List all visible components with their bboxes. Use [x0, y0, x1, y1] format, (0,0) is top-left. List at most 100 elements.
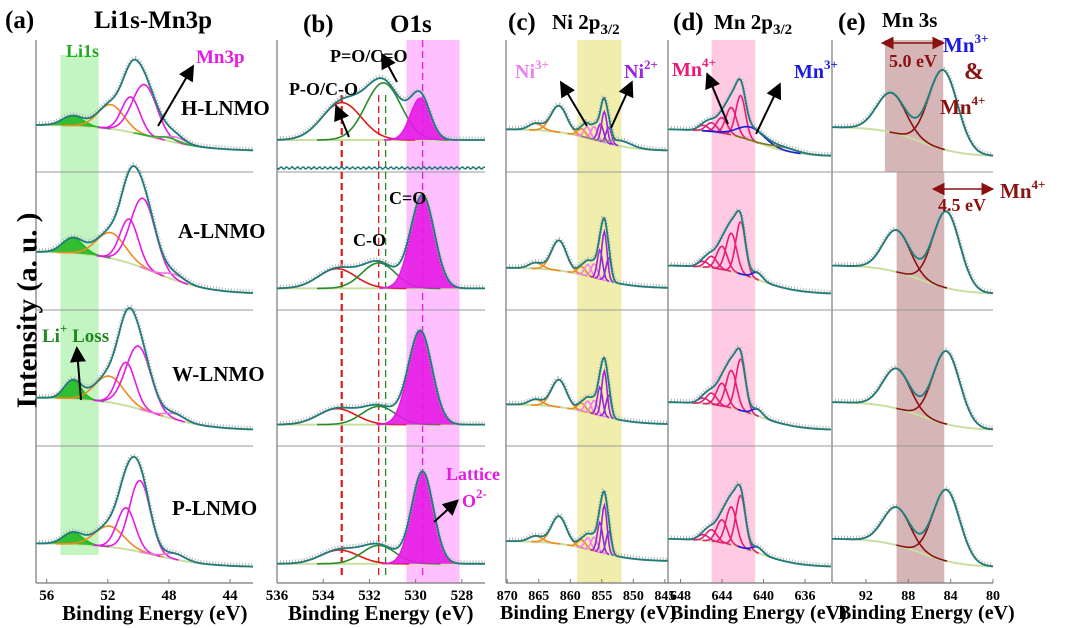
fitted-peak: [595, 502, 615, 557]
annotation-arrow: [559, 80, 588, 127]
li-loss-li: Li: [42, 326, 60, 347]
x-tick-label: 860: [560, 589, 581, 604]
mn4-e-sup: 4+: [971, 93, 986, 108]
fitted-peak: [595, 109, 614, 146]
residual-line: [276, 165, 485, 171]
annotation-arrow: [381, 52, 398, 83]
panel-c-tag: (c): [508, 9, 536, 36]
ni3-sup: 3+: [535, 57, 549, 72]
sample-label-p-lnmo: P-LNMO: [172, 496, 258, 520]
annotation-arrow: [610, 80, 634, 129]
x-axis-label-a: Binding Energy (eV): [62, 601, 248, 625]
highlight-band: [711, 310, 756, 446]
lattice-o: O: [462, 491, 477, 511]
li-loss-text: Loss: [67, 326, 110, 347]
x-tick-label: 640: [753, 589, 774, 604]
lattice-label: Lattice: [446, 464, 500, 484]
c-double-o-label: C=O: [389, 188, 427, 208]
spectrum-row-2: [668, 207, 831, 295]
highlight-band: [884, 40, 944, 172]
panel-d-title-sub: 3/2: [772, 22, 793, 38]
ni2-label: Ni2+: [624, 58, 658, 82]
mn4-e2-sup: 4+: [1031, 177, 1046, 192]
x-axis-label-c: Binding Energy (eV): [500, 602, 677, 624]
envelope-fit: [277, 193, 485, 290]
x-tick-label: 845: [654, 589, 675, 604]
fitted-peak-fill: [382, 471, 463, 564]
li-loss-sup: +: [59, 321, 68, 336]
envelope-fit: [831, 350, 994, 431]
fitted-peak-fill: [384, 98, 457, 140]
envelope-fit: [831, 488, 994, 568]
fitted-peak: [722, 94, 760, 144]
envelope-fit: [36, 165, 254, 294]
spectrum-row-1: [506, 93, 668, 152]
fitted-peak: [97, 197, 189, 285]
fitted-peak: [133, 132, 205, 149]
annotation-arrow: [755, 82, 782, 135]
panel-d-tag: (d): [673, 9, 704, 36]
spectrum-row-3: [667, 344, 831, 431]
annotation-arrow: [334, 104, 350, 138]
raw-data-points: [667, 344, 831, 430]
x-tick-label: 92: [859, 589, 873, 604]
spectrum-row-1: [276, 74, 485, 171]
panel-a-tag: (a): [5, 7, 35, 34]
fitted-peak: [702, 245, 742, 275]
fitted-peak: [712, 232, 752, 278]
x-tick-label: 52: [100, 588, 115, 604]
panel-b-title: O1s: [390, 11, 432, 38]
annotation-arrow: [157, 64, 195, 127]
fitted-peak: [57, 231, 165, 278]
envelope-fit: [277, 329, 485, 426]
splitting-label-1: 5.0 eV: [889, 51, 937, 71]
x-tick-label: 44: [223, 588, 239, 604]
spectrum-row-2: [36, 162, 254, 295]
x-axis-label-e: Binding Energy (eV): [838, 602, 1015, 624]
spectrum-row-2: [277, 191, 485, 290]
fitted-peak: [712, 505, 752, 552]
fitted-peak-fill: [376, 331, 465, 425]
fitted-peak: [712, 106, 751, 142]
envelope-fit: [832, 68, 994, 157]
mn4-e-mn: Mn: [940, 95, 972, 119]
raw-data-points: [506, 353, 669, 425]
panel-d: 648 644 640 636: [667, 40, 832, 604]
envelope-fit: [36, 455, 253, 568]
fitted-peak: [590, 385, 610, 419]
panel-e: 92 88 84 80: [831, 40, 1000, 604]
fitted-peak: [590, 520, 610, 556]
ampersand-label: &: [964, 59, 984, 85]
envelope-fit: [506, 490, 668, 562]
raw-data-points: [506, 487, 668, 562]
ni3-label: Ni3+: [515, 58, 549, 82]
mn4-label-d: Mn4+: [672, 56, 716, 80]
envelope-fit: [668, 209, 831, 295]
panel-d-title-main: Mn 2p: [714, 10, 773, 34]
raw-data-points: [667, 75, 832, 157]
ni3-ni: Ni: [515, 61, 535, 83]
sample-label-a-lnmo: A-LNMO: [178, 219, 266, 243]
spectrum-row-4: [667, 481, 832, 568]
envelope-fit: [277, 77, 485, 141]
x-tick-label: 850: [623, 589, 644, 604]
spectrum-row-3: [506, 353, 669, 426]
x-tick-label: 532: [358, 588, 381, 604]
p-double-o-label: P=O/C=O: [330, 46, 408, 66]
splitting-label-2: 4.5 eV: [938, 195, 986, 215]
spectrum-row-4: [36, 453, 253, 568]
x-axis-label-d: Binding Energy (eV): [670, 602, 847, 624]
mn3-d-sup: 3+: [824, 57, 838, 72]
mn4-d-sup: 4+: [702, 55, 716, 70]
raw-data-points: [506, 213, 668, 289]
envelope-fit: [36, 58, 253, 152]
spectrum-row-2: [832, 207, 994, 295]
y-axis-label: Intensity (a. u. ): [11, 212, 44, 409]
fitted-peak: [62, 103, 159, 140]
fitted-peak: [93, 506, 161, 557]
mn4-d-mn: Mn: [672, 59, 702, 81]
fitted-peak: [722, 220, 760, 281]
fitted-peak: [93, 345, 185, 423]
spectrum-row-4: [831, 486, 994, 568]
